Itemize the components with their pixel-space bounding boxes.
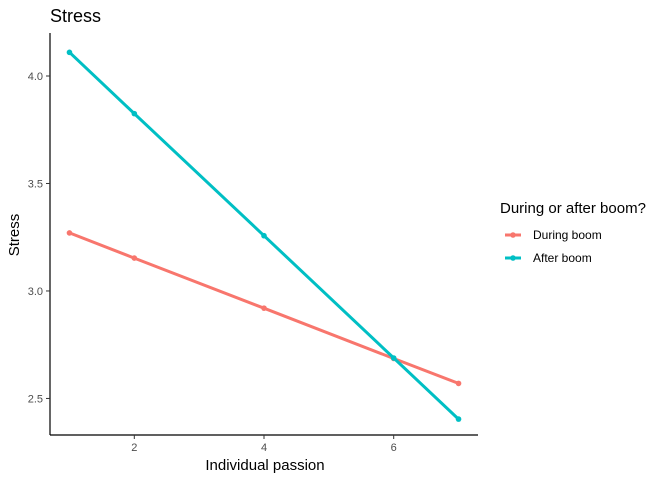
data-point bbox=[261, 305, 267, 311]
x-axis-title: Individual passion bbox=[205, 457, 324, 474]
data-point bbox=[66, 230, 73, 236]
legend: During or after boom? During boom After b… bbox=[500, 200, 646, 265]
y-tick-label: 3.0 bbox=[28, 286, 43, 298]
legend-key-point bbox=[510, 232, 516, 238]
legend-key-point bbox=[510, 255, 516, 261]
series-layer bbox=[66, 49, 462, 422]
y-tick-label: 2.5 bbox=[28, 393, 43, 405]
data-point bbox=[66, 49, 73, 56]
x-axis: 2 4 6 bbox=[50, 434, 478, 454]
legend-label: After boom bbox=[533, 251, 592, 265]
data-point bbox=[455, 416, 462, 422]
data-point bbox=[131, 255, 138, 261]
y-axis: 2.5 3.0 3.5 4.0 bbox=[28, 33, 51, 435]
y-axis-title: Stress bbox=[6, 214, 23, 257]
legend-title: During or after boom? bbox=[500, 200, 646, 217]
x-tick-label: 2 bbox=[131, 442, 137, 454]
y-tick-label: 4.0 bbox=[28, 71, 43, 83]
legend-label: During boom bbox=[533, 228, 602, 242]
data-point bbox=[261, 232, 267, 239]
data-point bbox=[390, 355, 397, 361]
data-point bbox=[131, 110, 138, 117]
x-tick-label: 4 bbox=[261, 442, 267, 454]
y-tick-label: 3.5 bbox=[28, 178, 43, 190]
x-tick-label: 6 bbox=[391, 442, 397, 454]
data-point bbox=[455, 380, 462, 387]
chart-title: Stress bbox=[50, 6, 101, 26]
